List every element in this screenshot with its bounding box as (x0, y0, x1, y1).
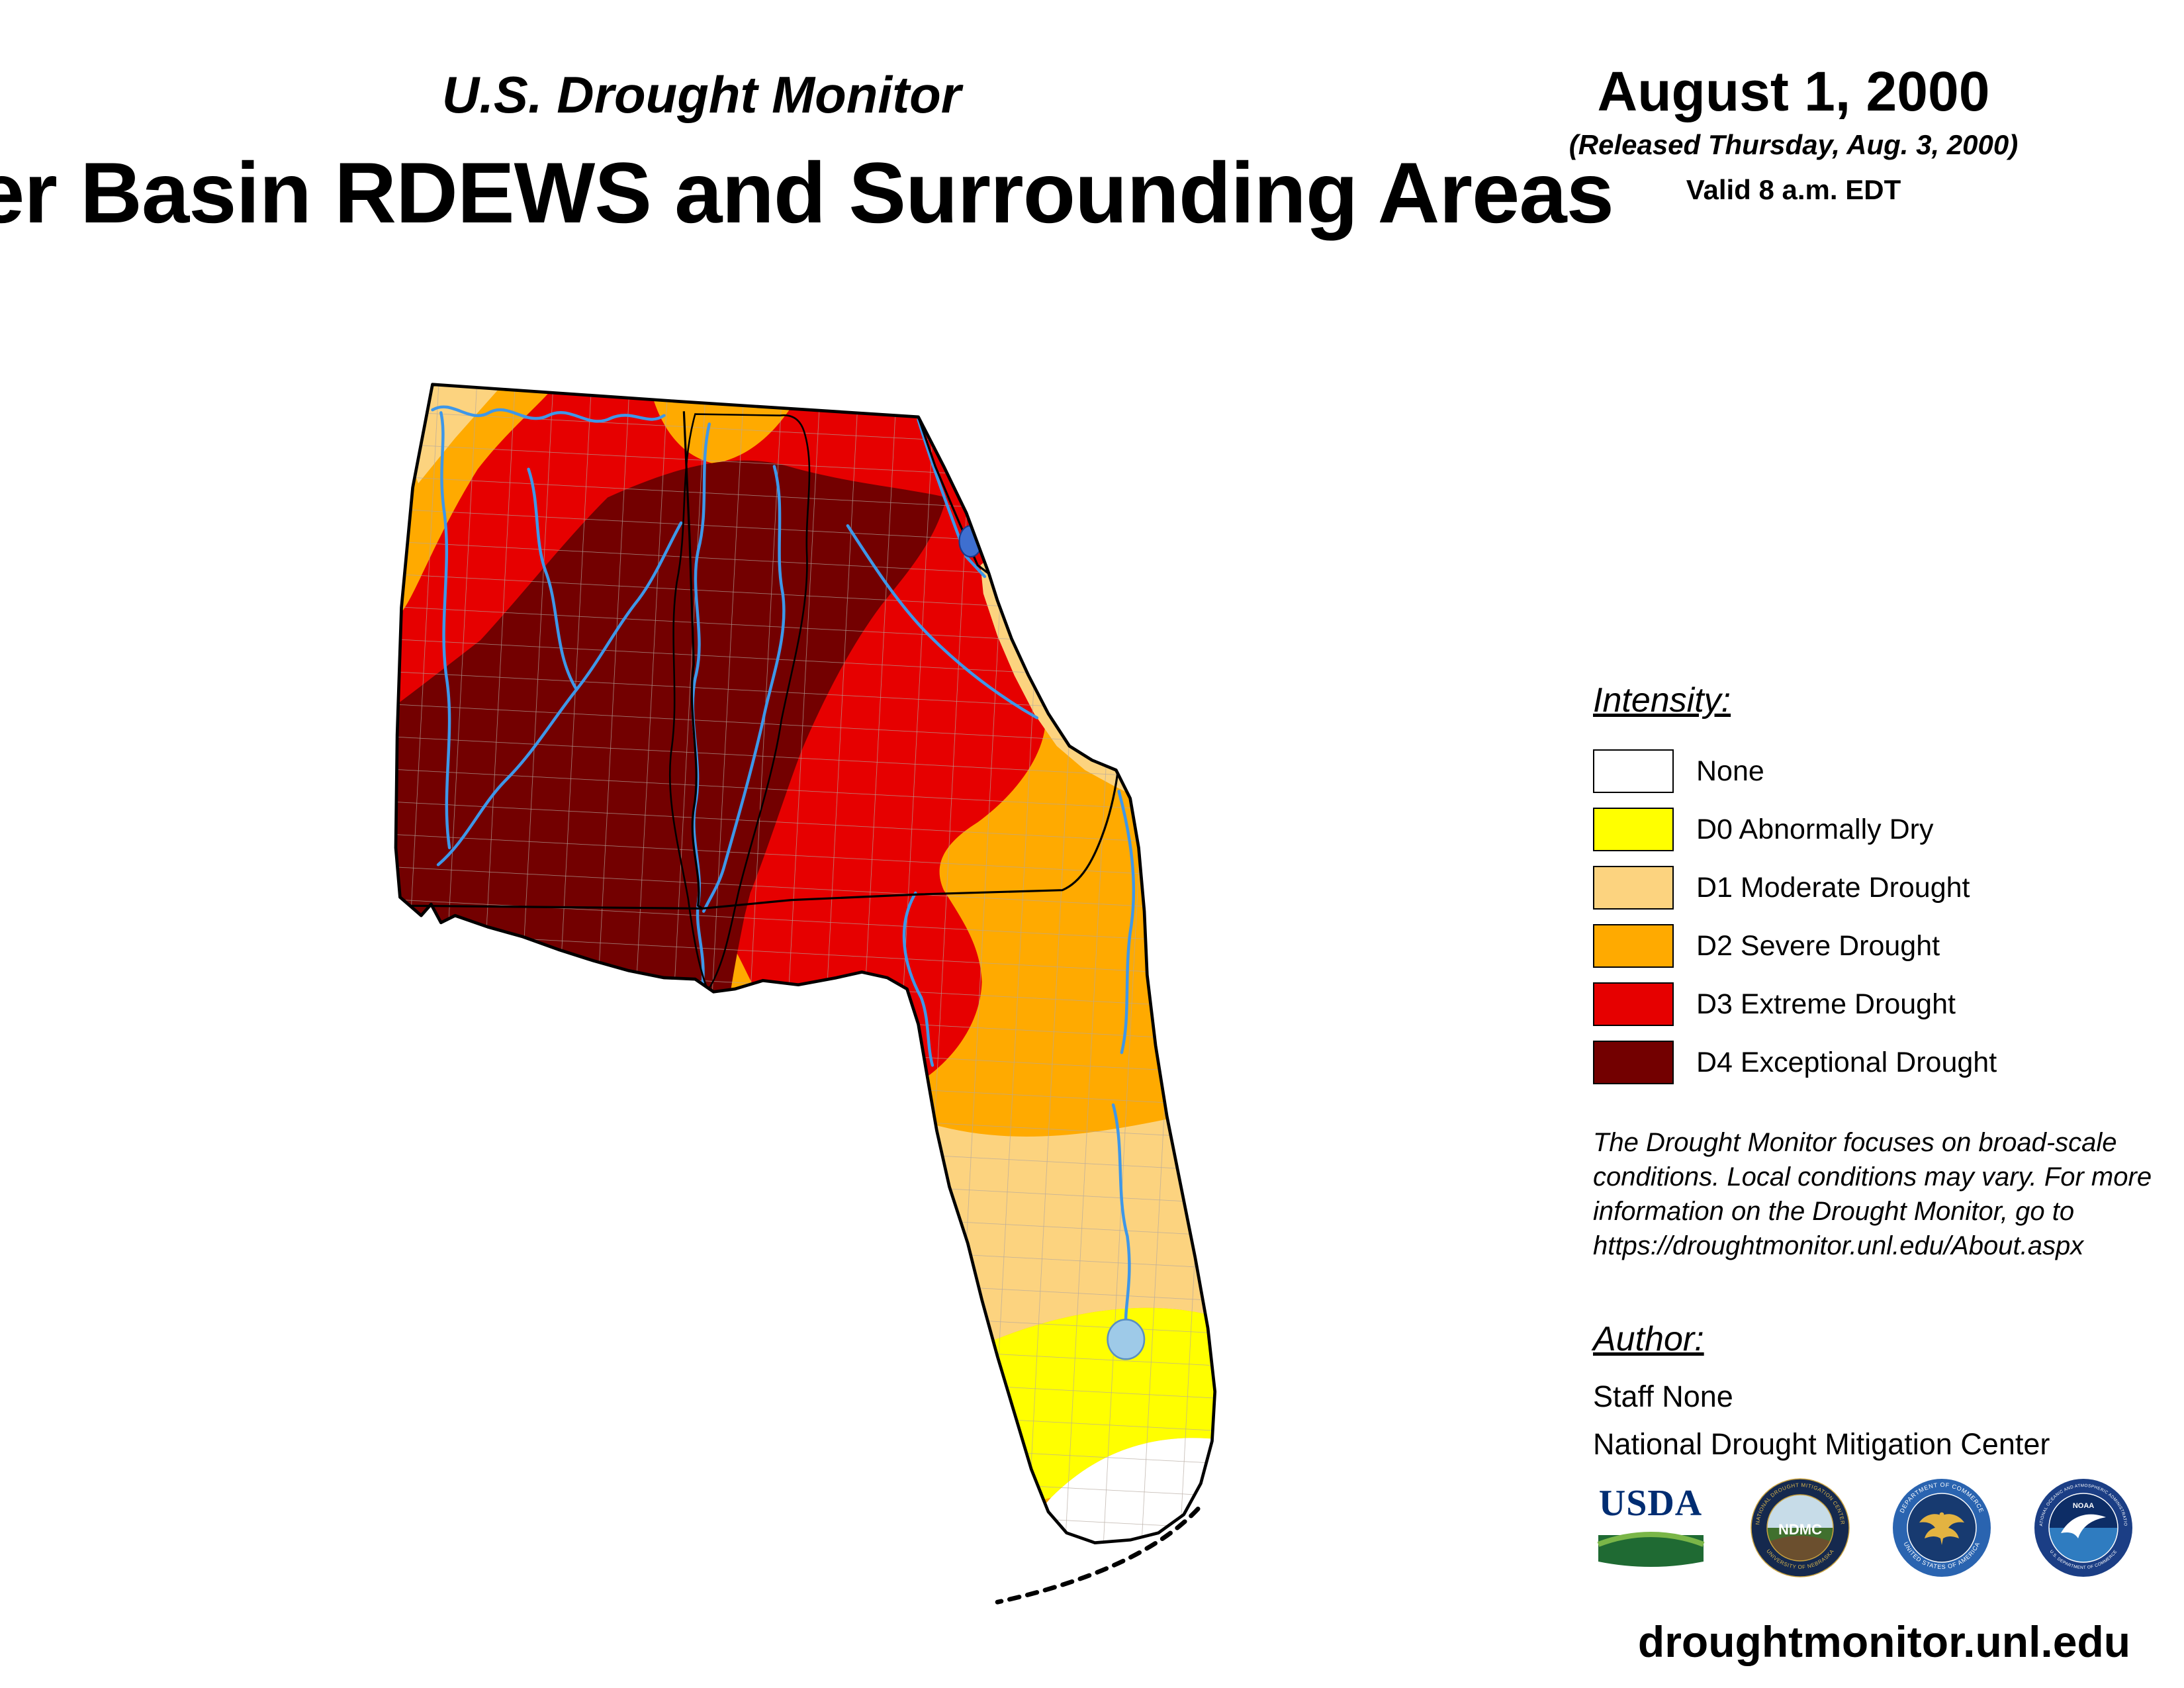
legend-title: Intensity: (1593, 681, 1731, 720)
author-name: Staff None (1593, 1380, 1733, 1413)
legend-row-d3: D3 Extreme Drought (1593, 982, 1997, 1026)
disclaimer-text: The Drought Monitor focuses on broad-sca… (1593, 1128, 2152, 1260)
ndmc-wordmark: NDMC (1778, 1521, 1822, 1538)
valid-time: Valid 8 a.m. EDT (1686, 174, 1901, 205)
legend: Intensity: None D0 Abnormally Dry D1 Mod… (1593, 680, 1997, 1084)
basin-outline (668, 413, 811, 993)
lake-okeechobee (1107, 1319, 1146, 1360)
seagull-icon (2061, 1514, 2106, 1538)
drought-map-svg (394, 383, 1217, 1605)
usda-logo: USDA (1593, 1478, 1709, 1577)
author-org: National Drought Mitigation Center (1593, 1427, 2050, 1461)
swatch-none (1593, 749, 1674, 793)
legend-label: D0 Abnormally Dry (1696, 813, 1934, 845)
legend-row-d0: D0 Abnormally Dry (1593, 808, 1997, 851)
swatch-d3 (1593, 982, 1674, 1026)
legend-label: D2 Severe Drought (1696, 929, 1940, 962)
author-block: Author: Staff None National Drought Miti… (1593, 1319, 2050, 1462)
release-date: (Released Thursday, Aug. 3, 2000) (1569, 129, 2019, 160)
swatch-d4 (1593, 1041, 1674, 1084)
author-heading: Author: (1593, 1320, 1704, 1358)
eagle-icon (1919, 1514, 1964, 1545)
florida-keys (995, 1506, 1201, 1605)
monitor-title: U.S. Drought Monitor (441, 66, 962, 124)
swatch-d0 (1593, 808, 1674, 851)
commerce-logo: DEPARTMENT OF COMMERCE UNITED STATES OF … (1893, 1479, 1991, 1577)
legend-label: D1 Moderate Drought (1696, 871, 1970, 904)
legend-label: D4 Exceptional Drought (1696, 1046, 1997, 1078)
ndmc-logo: NDMC NATIONAL DROUGHT MITIGATION CENTER … (1751, 1478, 1850, 1577)
swatch-d1 (1593, 866, 1674, 910)
map-date: August 1, 2000 (1597, 60, 1990, 122)
drought-regions (396, 384, 1215, 1543)
drought-map (375, 370, 1239, 1659)
page-title: er Basin RDEWS and Surrounding Areas (0, 144, 1614, 241)
state-borders (401, 411, 1119, 910)
legend-rows: None D0 Abnormally Dry D1 Moderate Droug… (1593, 749, 1997, 1084)
footer-url[interactable]: droughtmonitor.unl.edu (1637, 1617, 2131, 1666)
logo-row: USDA NDMC NATIONAL DROUGHT MITIGATION CE… (1593, 1477, 2134, 1578)
date-block: August 1, 2000 (Released Thursday, Aug. … (1542, 64, 2045, 204)
legend-label: D3 Extreme Drought (1696, 988, 1956, 1020)
legend-label: None (1696, 755, 1764, 787)
coastline (394, 383, 1217, 1544)
legend-row-d4: D4 Exceptional Drought (1593, 1041, 1997, 1084)
legend-row-none: None (1593, 749, 1997, 793)
usda-wordmark: USDA (1599, 1483, 1702, 1524)
legend-row-d2: D2 Severe Drought (1593, 924, 1997, 968)
swatch-d2 (1593, 924, 1674, 968)
noaa-logo: NOAA NATIONAL OCEANIC AND ATMOSPHERIC AD… (2034, 1479, 2132, 1577)
noaa-wordmark: NOAA (2073, 1502, 2094, 1510)
legend-row-d1: D1 Moderate Drought (1593, 866, 1997, 910)
